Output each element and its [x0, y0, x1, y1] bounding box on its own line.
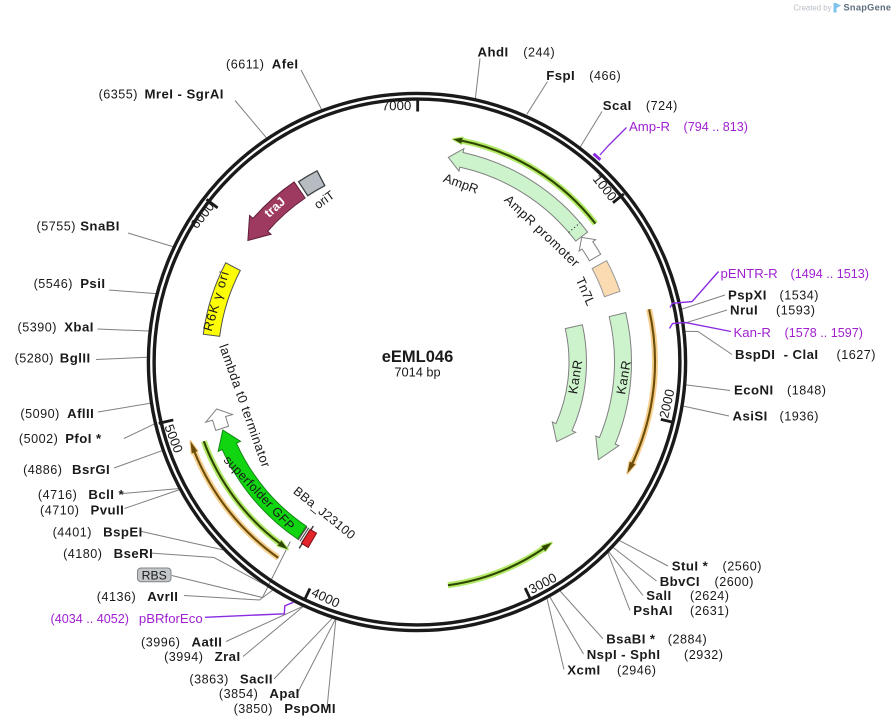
- svg-text:(5390): (5390): [18, 321, 57, 335]
- svg-text:Created by: Created by: [793, 4, 831, 13]
- svg-text:PvuII: PvuII: [91, 502, 125, 517]
- svg-text:ApaI: ApaI: [269, 686, 299, 701]
- svg-text:KanR: KanR: [613, 359, 634, 396]
- svg-text:PfoI *: PfoI *: [65, 431, 102, 446]
- svg-text:(3854): (3854): [219, 687, 258, 701]
- svg-text:(4401): (4401): [53, 526, 92, 540]
- svg-text:(1578 .. 1597): (1578 .. 1597): [785, 326, 863, 340]
- svg-text:(5280): (5280): [15, 352, 54, 366]
- svg-text:(1494 .. 1513): (1494 .. 1513): [791, 267, 869, 281]
- svg-text:(2631): (2631): [690, 604, 729, 618]
- svg-text:(4136): (4136): [97, 590, 136, 604]
- svg-text:AflII: AflII: [67, 406, 94, 421]
- svg-text:Kan-R: Kan-R: [734, 325, 771, 340]
- svg-text:7014 bp: 7014 bp: [394, 365, 440, 380]
- svg-text:(3996): (3996): [141, 635, 180, 649]
- svg-text:AatII: AatII: [192, 634, 223, 649]
- svg-text:NruI: NruI: [730, 302, 758, 317]
- svg-text:(2600): (2600): [715, 575, 754, 589]
- svg-text:(1534): (1534): [780, 289, 819, 303]
- svg-text:SalI: SalI: [646, 588, 671, 603]
- svg-text:AhdI: AhdI: [478, 44, 509, 59]
- svg-text:BglII: BglII: [60, 351, 91, 366]
- svg-text:ScaI: ScaI: [603, 98, 632, 113]
- svg-text:BsaBI *: BsaBI *: [606, 632, 656, 647]
- svg-text:(1627): (1627): [837, 348, 876, 362]
- svg-text:ZraI: ZraI: [215, 649, 241, 664]
- svg-text:eEML046: eEML046: [382, 348, 454, 366]
- svg-text:(3994): (3994): [164, 650, 203, 664]
- svg-text:(2932): (2932): [684, 648, 723, 662]
- svg-text:AsiSI: AsiSI: [733, 408, 768, 423]
- svg-text:(6355): (6355): [99, 87, 138, 101]
- svg-text:(5546): (5546): [34, 277, 73, 291]
- svg-text:BseRI: BseRI: [114, 546, 154, 561]
- svg-text:pENTR-R: pENTR-R: [721, 266, 778, 281]
- svg-text:XcmI: XcmI: [567, 662, 600, 677]
- svg-text:StuI *: StuI *: [672, 559, 709, 574]
- svg-text:(3850): (3850): [234, 702, 273, 716]
- svg-text:AfeI: AfeI: [272, 57, 299, 72]
- svg-text:(6611): (6611): [226, 58, 264, 72]
- svg-text:(1593): (1593): [776, 303, 815, 317]
- svg-text:MreI - SgrAI: MreI - SgrAI: [145, 86, 224, 101]
- svg-text:(5002): (5002): [19, 432, 58, 446]
- svg-text:FspI: FspI: [546, 68, 575, 83]
- svg-text:PspOMI: PspOMI: [284, 701, 336, 716]
- svg-text:(1848): (1848): [787, 384, 826, 398]
- svg-text:(4034 .. 4052): (4034 .. 4052): [51, 612, 129, 626]
- svg-text:XbaI: XbaI: [64, 320, 94, 335]
- svg-text:BsrGI: BsrGI: [72, 462, 110, 477]
- svg-text:(2946): (2946): [617, 663, 656, 677]
- svg-text:(4886): (4886): [23, 463, 62, 477]
- svg-text:(4716): (4716): [38, 488, 77, 502]
- svg-text:EcoNI: EcoNI: [734, 383, 774, 398]
- svg-text:(2560): (2560): [723, 560, 762, 574]
- svg-text:(5755): (5755): [37, 219, 76, 233]
- svg-text:BspDI - ClaI: BspDI - ClaI: [735, 347, 819, 362]
- svg-text:(4180): (4180): [63, 547, 102, 561]
- svg-text:RBS: RBS: [142, 569, 167, 583]
- svg-text:KanR: KanR: [565, 359, 585, 395]
- svg-text:SnapGene: SnapGene: [844, 3, 891, 13]
- svg-text:Amp-R: Amp-R: [629, 119, 670, 134]
- svg-text:(724): (724): [646, 99, 678, 113]
- svg-text:PsiI: PsiI: [80, 276, 105, 291]
- svg-text:SacII: SacII: [240, 672, 273, 687]
- svg-text:(2624): (2624): [690, 589, 729, 603]
- svg-text:SnaBI: SnaBI: [80, 218, 120, 233]
- svg-text:(2884): (2884): [668, 633, 707, 647]
- svg-text:PshAI: PshAI: [633, 603, 673, 618]
- svg-text:(466): (466): [589, 69, 621, 83]
- svg-text:pBRforEco: pBRforEco: [139, 611, 203, 626]
- svg-text:BbvCI: BbvCI: [660, 574, 700, 589]
- svg-text:(4710): (4710): [40, 503, 79, 517]
- svg-text:(244): (244): [523, 45, 555, 59]
- svg-text:AvrII: AvrII: [147, 589, 178, 604]
- svg-text:(3863): (3863): [189, 673, 228, 687]
- svg-text:(794 .. 813): (794 .. 813): [684, 120, 748, 134]
- svg-text:NspI - SphI: NspI - SphI: [587, 647, 661, 662]
- svg-text:(5090): (5090): [20, 407, 59, 421]
- svg-text:7000: 7000: [382, 98, 412, 113]
- svg-text:PspXI: PspXI: [728, 288, 767, 303]
- svg-text:BspEI: BspEI: [103, 525, 143, 540]
- svg-text:BclI *: BclI *: [88, 487, 124, 502]
- svg-text:2000: 2000: [656, 388, 677, 420]
- svg-text:(1936): (1936): [780, 409, 819, 423]
